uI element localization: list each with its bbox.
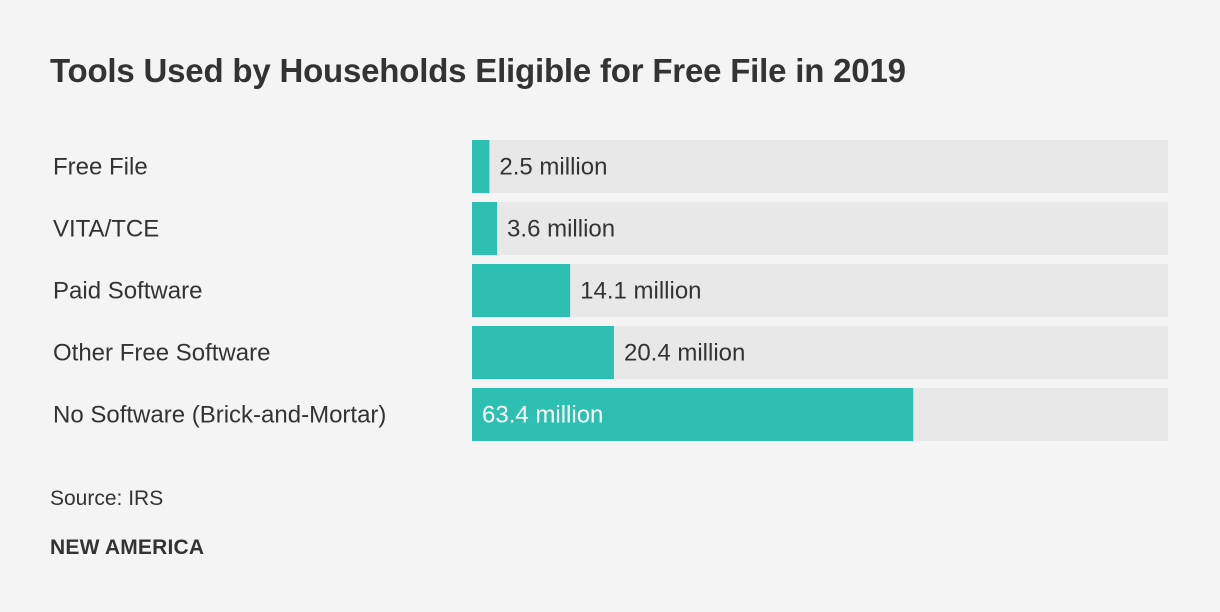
bar-no-software-brick-and-mortar bbox=[472, 388, 914, 441]
value-label-other-free-software: 20.4 million bbox=[624, 340, 745, 367]
category-label-free-file: Free File bbox=[53, 154, 148, 181]
category-label-paid-software: Paid Software bbox=[53, 278, 202, 305]
bar-vita-tce bbox=[472, 202, 498, 255]
bar-other-free-software bbox=[472, 326, 614, 379]
bar-track-free-file bbox=[472, 140, 1168, 193]
value-label-free-file: 2.5 million bbox=[499, 154, 607, 181]
category-label-vita-tce: VITA/TCE bbox=[53, 216, 159, 243]
brand-logo-text: NEW AMERICA bbox=[50, 536, 205, 559]
category-label-no-software-brick-and-mortar: No Software (Brick-and-Mortar) bbox=[53, 402, 386, 429]
source-note: Source: IRS bbox=[50, 487, 164, 510]
bar-track-paid-software bbox=[472, 264, 1168, 317]
bar-track-vita-tce bbox=[472, 202, 1168, 255]
value-label-vita-tce: 3.6 million bbox=[507, 216, 615, 243]
value-label-no-software-brick-and-mortar: 63.4 million bbox=[482, 402, 603, 429]
bar-chart-rows: Free File 2.5 million VITA/TCE 3.6 million P… bbox=[53, 140, 1168, 441]
bar-paid-software bbox=[472, 264, 571, 317]
category-label-other-free-software: Other Free Software bbox=[53, 340, 270, 367]
bar-free-file bbox=[472, 140, 490, 193]
value-label-paid-software: 14.1 million bbox=[580, 278, 701, 305]
chart-title: Tools Used by Households Eligible for Fr… bbox=[50, 52, 906, 89]
